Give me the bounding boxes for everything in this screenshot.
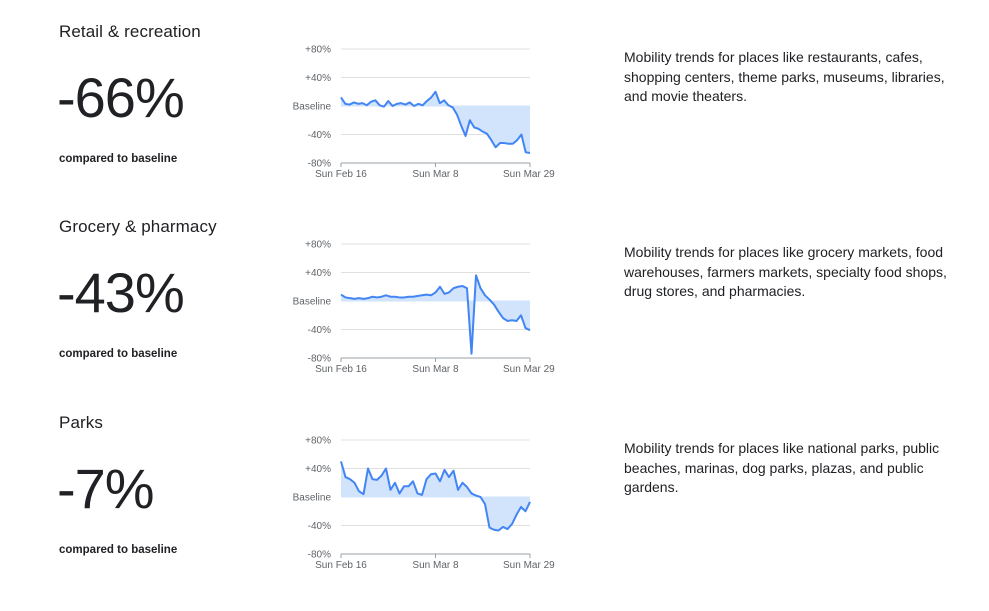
x-tick-label: Sun Mar 8 bbox=[412, 364, 459, 375]
category-description: Mobility trends for places like national… bbox=[624, 440, 940, 495]
category-title: Grocery & pharmacy bbox=[59, 217, 217, 236]
y-tick-label: Baseline bbox=[293, 102, 332, 113]
y-tick-label: -40% bbox=[308, 130, 331, 141]
category-title: Parks bbox=[59, 413, 103, 432]
x-tick-label: Sun Feb 16 bbox=[315, 169, 367, 180]
x-tick-label: Sun Mar 29 bbox=[503, 364, 555, 375]
trend-chart: +80% +40% Baseline -40% -80% Sun Feb 16 Sun Ma… bbox=[280, 229, 580, 389]
chart-svg: +80% +40% Baseline -40% -80%Sun Feb 16 Sun Ma… bbox=[293, 240, 555, 376]
mobility-section-parks: Parks -7% compared to baseline +80% +40% B… bbox=[0, 391, 989, 587]
x-tick-label: Sun Feb 16 bbox=[315, 560, 367, 571]
mobility-section-retail: Retail & recreation -66% compared to bas… bbox=[0, 0, 989, 196]
y-tick-label: +80% bbox=[305, 45, 331, 56]
category-description: Mobility trends for places like restaura… bbox=[624, 49, 945, 104]
y-tick-label: -80% bbox=[308, 550, 331, 561]
y-tick-label: +40% bbox=[305, 464, 331, 475]
compared-label: compared to baseline bbox=[59, 348, 178, 360]
category-title: Retail & recreation bbox=[59, 22, 201, 41]
trend-chart: +80% +40% Baseline -40% -80% Sun Feb 16 Sun Ma… bbox=[280, 425, 580, 585]
y-tick-label: +40% bbox=[305, 73, 331, 84]
trend-line bbox=[340, 274, 531, 355]
compared-label: compared to baseline bbox=[59, 544, 178, 556]
change-value: -66% bbox=[57, 66, 185, 129]
baseline-deviation-area bbox=[341, 275, 530, 354]
x-tick-label: Sun Mar 8 bbox=[412, 169, 459, 180]
x-tick-label: Sun Feb 16 bbox=[315, 364, 367, 375]
x-tick-label: Sun Mar 29 bbox=[503, 560, 555, 571]
mobility-section-grocery: Grocery & pharmacy -43% compared to base… bbox=[0, 195, 989, 391]
baseline-deviation-area bbox=[341, 461, 530, 531]
baseline-deviation-area bbox=[341, 91, 530, 154]
compared-label: compared to baseline bbox=[59, 153, 178, 165]
x-tick-label: Sun Mar 8 bbox=[412, 560, 459, 571]
y-tick-label: -40% bbox=[308, 325, 331, 336]
x-tick-label: Sun Mar 29 bbox=[503, 169, 555, 180]
trend-line bbox=[340, 461, 531, 532]
y-tick-label: Baseline bbox=[293, 493, 332, 504]
y-tick-label: +80% bbox=[305, 436, 331, 447]
chart-svg: +80% +40% Baseline -40% -80%Sun Feb 16 Sun Ma… bbox=[293, 436, 555, 572]
trend-chart: +80% +40% Baseline -40% -80% Sun Feb 16 Sun Ma… bbox=[280, 34, 580, 194]
category-description: Mobility trends for places like grocery … bbox=[624, 244, 947, 299]
change-value: -7% bbox=[57, 457, 155, 520]
y-tick-label: +80% bbox=[305, 240, 331, 251]
chart-svg: +80% +40% Baseline -40% -80%Sun Feb 16 Sun Ma… bbox=[293, 45, 555, 181]
y-tick-label: -80% bbox=[308, 159, 331, 170]
y-tick-label: -80% bbox=[308, 354, 331, 365]
y-tick-label: Baseline bbox=[293, 297, 332, 308]
y-tick-label: -40% bbox=[308, 521, 331, 532]
y-tick-label: +40% bbox=[305, 268, 331, 279]
trend-line bbox=[340, 90, 531, 155]
change-value: -43% bbox=[57, 261, 185, 324]
